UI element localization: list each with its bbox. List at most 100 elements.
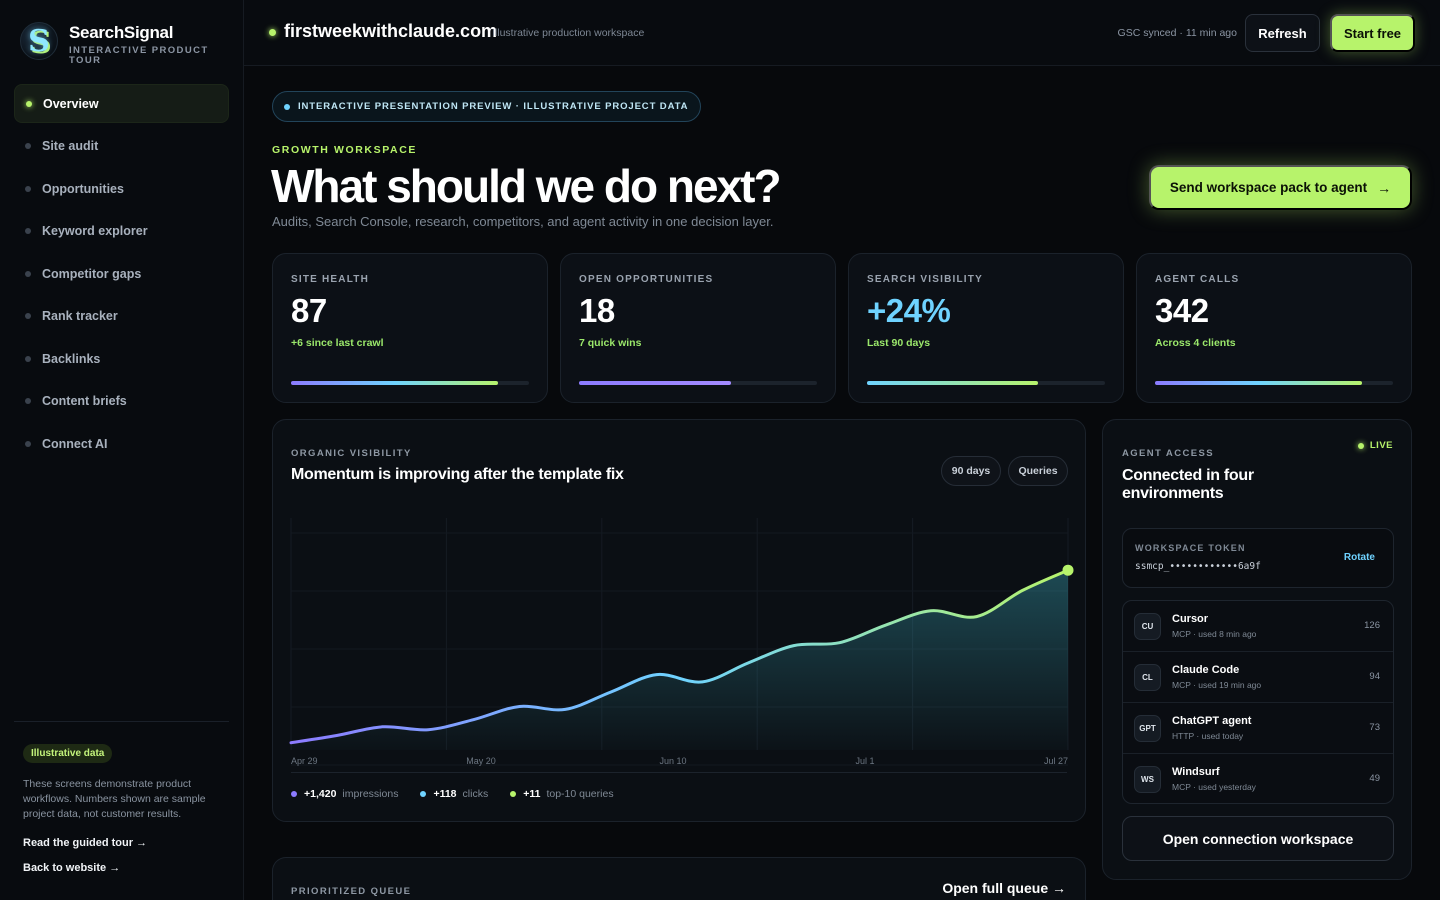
env-name: Windsurf — [1172, 766, 1220, 778]
legend-label: top-10 queries — [546, 788, 614, 800]
dot-icon — [25, 440, 31, 447]
preview-pill: INTERACTIVE PRESENTATION PREVIEW · ILLUS… — [272, 91, 702, 122]
guided-tour-link[interactable]: Read the guided tour → — [23, 837, 148, 849]
live-label: LIVE — [1369, 440, 1393, 451]
kpi-progress-track — [867, 381, 1105, 385]
sidebar: S SearchSignal INTERACTIVE PRODUCT TOUR … — [0, 0, 244, 900]
sidebar-item-label: Connect AI — [42, 436, 108, 451]
legend-label: clicks — [462, 788, 489, 800]
chart-series-line — [289, 568, 1070, 745]
sidebar-item-label: Overview — [43, 96, 99, 111]
refresh-button[interactable]: Refresh — [1245, 14, 1320, 52]
workspace-token-box: WORKSPACE TOKEN ssmcp_••••••••••••6a9f R… — [1122, 528, 1394, 588]
kpi-value: 87 — [291, 292, 327, 329]
sidebar-note: These screens demonstrate product workfl… — [23, 778, 206, 820]
sync-status: GSC synced · 11 min ago — [1117, 27, 1237, 39]
agent-title: Connected in four environments — [1122, 467, 1254, 502]
kpi-progress-fill — [867, 381, 1039, 385]
kpi-value: 18 — [579, 292, 615, 329]
kpi-agent-calls[interactable]: AGENT CALLS 342 Across 4 clients — [1136, 253, 1412, 403]
sidebar-item-label: Rank tracker — [42, 309, 118, 323]
kpi-progress-fill — [1155, 381, 1363, 385]
chart-endpoint[interactable] — [1062, 564, 1074, 576]
sidebar-item-connect-ai[interactable]: Connect AI — [14, 424, 229, 463]
dot-icon — [284, 103, 290, 110]
brand[interactable]: S SearchSignal INTERACTIVE PRODUCT TOUR — [20, 22, 219, 66]
chart-legend: +1,420 impressions +118 clicks +11 top-10 q… — [291, 788, 636, 800]
page-title: What should we do next? — [271, 160, 782, 212]
sidebar-item-label: Competitor gaps — [42, 266, 142, 281]
dot-icon — [26, 100, 32, 107]
open-full-queue-link[interactable]: Open full queue → — [942, 880, 1066, 896]
sidebar-item-overview[interactable]: Overview — [14, 84, 229, 123]
metric-chip-queries[interactable]: Queries — [1008, 456, 1068, 486]
sidebar-item-label: Content briefs — [42, 394, 127, 408]
sidebar-item-opportunities[interactable]: Opportunities — [14, 169, 229, 208]
page-subtitle: Audits, Search Console, research, compet… — [272, 214, 774, 229]
range-chip-90-days[interactable]: 90 days — [941, 456, 1001, 486]
env-count: 49 — [1369, 773, 1380, 784]
sidebar-item-keyword-explorer[interactable]: Keyword explorer — [14, 212, 229, 251]
workspace-subtitle: Illustrative production workspace — [492, 27, 645, 39]
sidebar-item-content-briefs[interactable]: Content briefs — [14, 382, 229, 421]
back-to-website-link[interactable]: Back to website → — [23, 862, 121, 874]
x-tick-label: Jun 10 — [659, 756, 686, 766]
sidebar-item-backlinks[interactable]: Backlinks — [14, 339, 229, 378]
legend-clicks: +118 clicks — [420, 788, 488, 800]
chart-title: Momentum is improving after the template… — [291, 466, 624, 483]
environment-list: CU Cursor MCP · used 8 min ago 126 CL Cl… — [1122, 600, 1394, 804]
env-name: ChatGPT agent — [1172, 715, 1252, 727]
sidebar-item-site-audit[interactable]: Site audit — [14, 127, 229, 166]
env-meta: MCP · used 8 min ago — [1172, 629, 1257, 639]
legend-value: +11 — [523, 788, 541, 800]
legend-value: +1,420 — [304, 788, 337, 800]
open-connection-workspace-button[interactable]: Open connection workspace — [1122, 816, 1394, 861]
token-value[interactable]: ssmcp_••••••••••••6a9f — [1135, 561, 1261, 572]
sidebar-item-label: Backlinks — [42, 351, 101, 366]
prioritized-queue-card: PRIORITIZED QUEUE Open full queue → — [272, 857, 1086, 900]
legend-label: impressions — [342, 788, 399, 800]
kpi-value: 342 — [1155, 292, 1209, 329]
workspace-domain[interactable]: firstweekwithclaude.com — [284, 21, 498, 41]
brand-name: SearchSignal — [69, 23, 174, 42]
hero-eyebrow: GROWTH WORKSPACE — [272, 144, 417, 156]
kpi-label: OPEN OPPORTUNITIES — [579, 274, 714, 285]
start-free-button[interactable]: Start free — [1330, 14, 1415, 52]
kpi-progress-track — [579, 381, 817, 385]
environment-row-chatgpt-agent[interactable]: GPT ChatGPT agent HTTP · used today 73 — [1123, 703, 1393, 754]
legend-dot — [420, 791, 427, 797]
environment-row-claude-code[interactable]: CL Claude Code MCP · used 19 min ago 94 — [1123, 652, 1393, 703]
kpi-search-visibility[interactable]: SEARCH VISIBILITY +24% Last 90 days — [848, 253, 1124, 403]
agent-access-card: AGENT ACCESS LIVE Connected in four envi… — [1102, 419, 1412, 880]
sidebar-item-label: Site audit — [42, 139, 99, 153]
main-content: INTERACTIVE PRESENTATION PREVIEW · ILLUS… — [244, 66, 1440, 900]
live-dot-icon — [1357, 442, 1364, 449]
send-workspace-pack-label: Send workspace pack to agent — [1169, 180, 1368, 195]
send-workspace-pack-button[interactable]: Send workspace pack to agent → — [1149, 165, 1412, 210]
sidebar-item-competitor-gaps[interactable]: Competitor gaps — [14, 254, 229, 293]
legend-value: +118 — [433, 788, 457, 800]
x-tick-label: Jul 27 — [1044, 756, 1068, 766]
kpi-site-health[interactable]: SITE HEALTH 87 +6 since last crawl — [272, 253, 548, 403]
kpi-open-opportunities[interactable]: OPEN OPPORTUNITIES 18 7 quick wins — [560, 253, 836, 403]
legend-dot — [510, 791, 517, 797]
dot-icon — [25, 270, 31, 277]
status-dot-icon — [269, 29, 276, 36]
organic-visibility-card: ORGANIC VISIBILITY Momentum is improving… — [272, 419, 1086, 822]
preview-pill-label: INTERACTIVE PRESENTATION PREVIEW · ILLUS… — [298, 101, 689, 112]
dot-icon — [25, 355, 31, 362]
kpi-note: Last 90 days — [867, 337, 931, 349]
env-badge: WS — [1134, 766, 1161, 793]
sidebar-item-label: Keyword explorer — [42, 224, 148, 238]
env-name: Cursor — [1172, 613, 1209, 625]
kpi-progress-track — [1155, 381, 1393, 385]
sidebar-item-rank-tracker[interactable]: Rank tracker — [14, 297, 229, 336]
kpi-progress-track — [291, 381, 529, 385]
rotate-token-button[interactable]: Rotate — [1343, 552, 1375, 563]
topbar: firstweekwithclaude.com Illustrative pro… — [244, 0, 1440, 66]
illustrative-data-badge: Illustrative data — [23, 744, 113, 763]
environment-row-windsurf[interactable]: WS Windsurf MCP · used yesterday 49 — [1123, 754, 1393, 803]
env-count: 94 — [1369, 671, 1380, 682]
environment-row-cursor[interactable]: CU Cursor MCP · used 8 min ago 126 — [1123, 601, 1393, 652]
token-label: WORKSPACE TOKEN — [1135, 543, 1246, 553]
